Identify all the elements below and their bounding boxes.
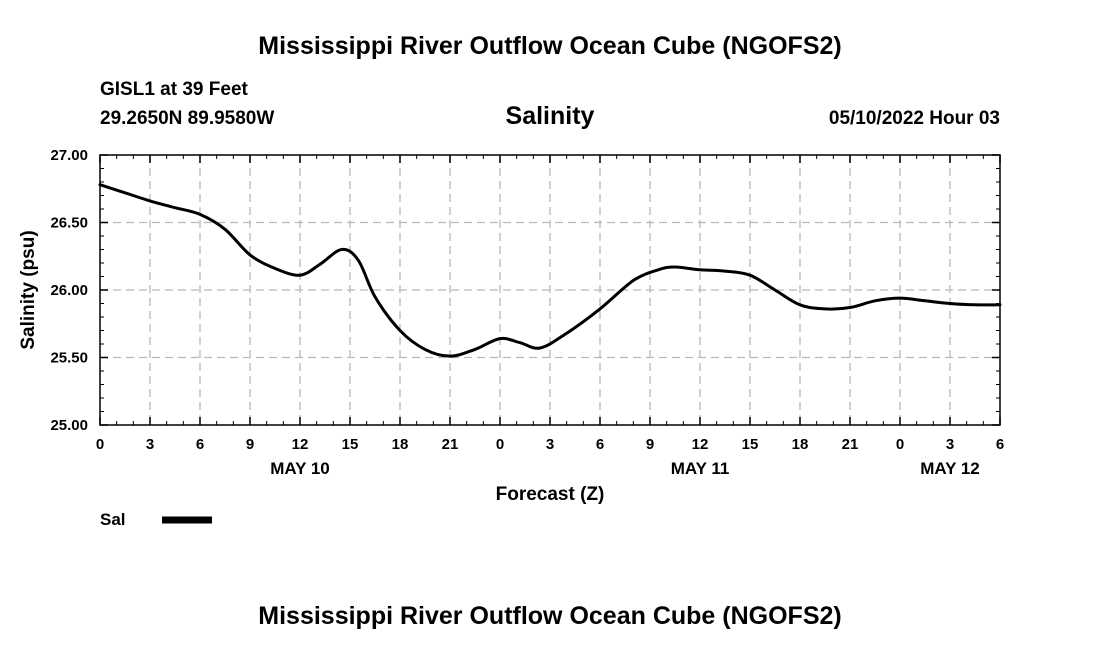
x-date-label: MAY 12 <box>920 459 980 478</box>
x-tick-label: 18 <box>392 436 409 453</box>
x-tick-label: 15 <box>742 436 759 453</box>
x-tick-label: 0 <box>896 436 904 453</box>
x-axis: 0 3 6 9 12 15 18 21 0 3 6 9 12 15 18 21 0 3 6 MAY 10 MAY 11 M… <box>96 155 1004 478</box>
y-tick-label: 26.50 <box>50 215 88 232</box>
series-layer <box>98 183 1002 358</box>
y-tick-label: 26.00 <box>50 282 88 299</box>
footer-title: Mississippi River Outflow Ocean Cube (NG… <box>258 602 841 630</box>
y-tick-label: 25.00 <box>50 417 88 434</box>
series-line-sal <box>98 183 1002 358</box>
y-axis: 25.00 25.50 26.00 26.50 27.00 <box>50 147 1000 434</box>
x-tick-label: 12 <box>292 436 309 453</box>
x-date-label: MAY 10 <box>270 459 330 478</box>
x-tick-label: 18 <box>792 436 809 453</box>
x-tick-label: 0 <box>96 436 104 453</box>
station-label: GISL1 at 39 Feet <box>100 79 249 100</box>
x-tick-label: 21 <box>842 436 859 453</box>
x-tick-label: 15 <box>342 436 359 453</box>
x-tick-label: 0 <box>496 436 504 453</box>
x-tick-label: 9 <box>246 436 254 453</box>
chart-title: Salinity <box>506 102 595 130</box>
y-tick-label: 27.00 <box>50 147 88 164</box>
main-title: Mississippi River Outflow Ocean Cube (NG… <box>258 32 841 60</box>
grid <box>100 155 1000 425</box>
x-tick-label: 21 <box>442 436 459 453</box>
y-axis-label: Salinity (psu) <box>18 230 39 349</box>
location-label: 29.2650N 89.9580W <box>100 108 274 129</box>
x-tick-label: 12 <box>692 436 709 453</box>
datetime-label: 05/10/2022 Hour 03 <box>829 108 1000 129</box>
x-tick-label: 6 <box>596 436 604 453</box>
y-tick-label: 25.50 <box>50 350 88 367</box>
x-tick-label: 3 <box>146 436 154 453</box>
x-axis-label: Forecast (Z) <box>496 484 605 505</box>
x-tick-label: 3 <box>946 436 954 453</box>
x-date-label: MAY 11 <box>671 459 730 478</box>
x-tick-label: 9 <box>646 436 654 453</box>
x-tick-label: 6 <box>996 436 1004 453</box>
x-tick-label: 6 <box>196 436 204 453</box>
x-tick-label: 3 <box>546 436 554 453</box>
legend-label: Sal <box>100 510 126 529</box>
